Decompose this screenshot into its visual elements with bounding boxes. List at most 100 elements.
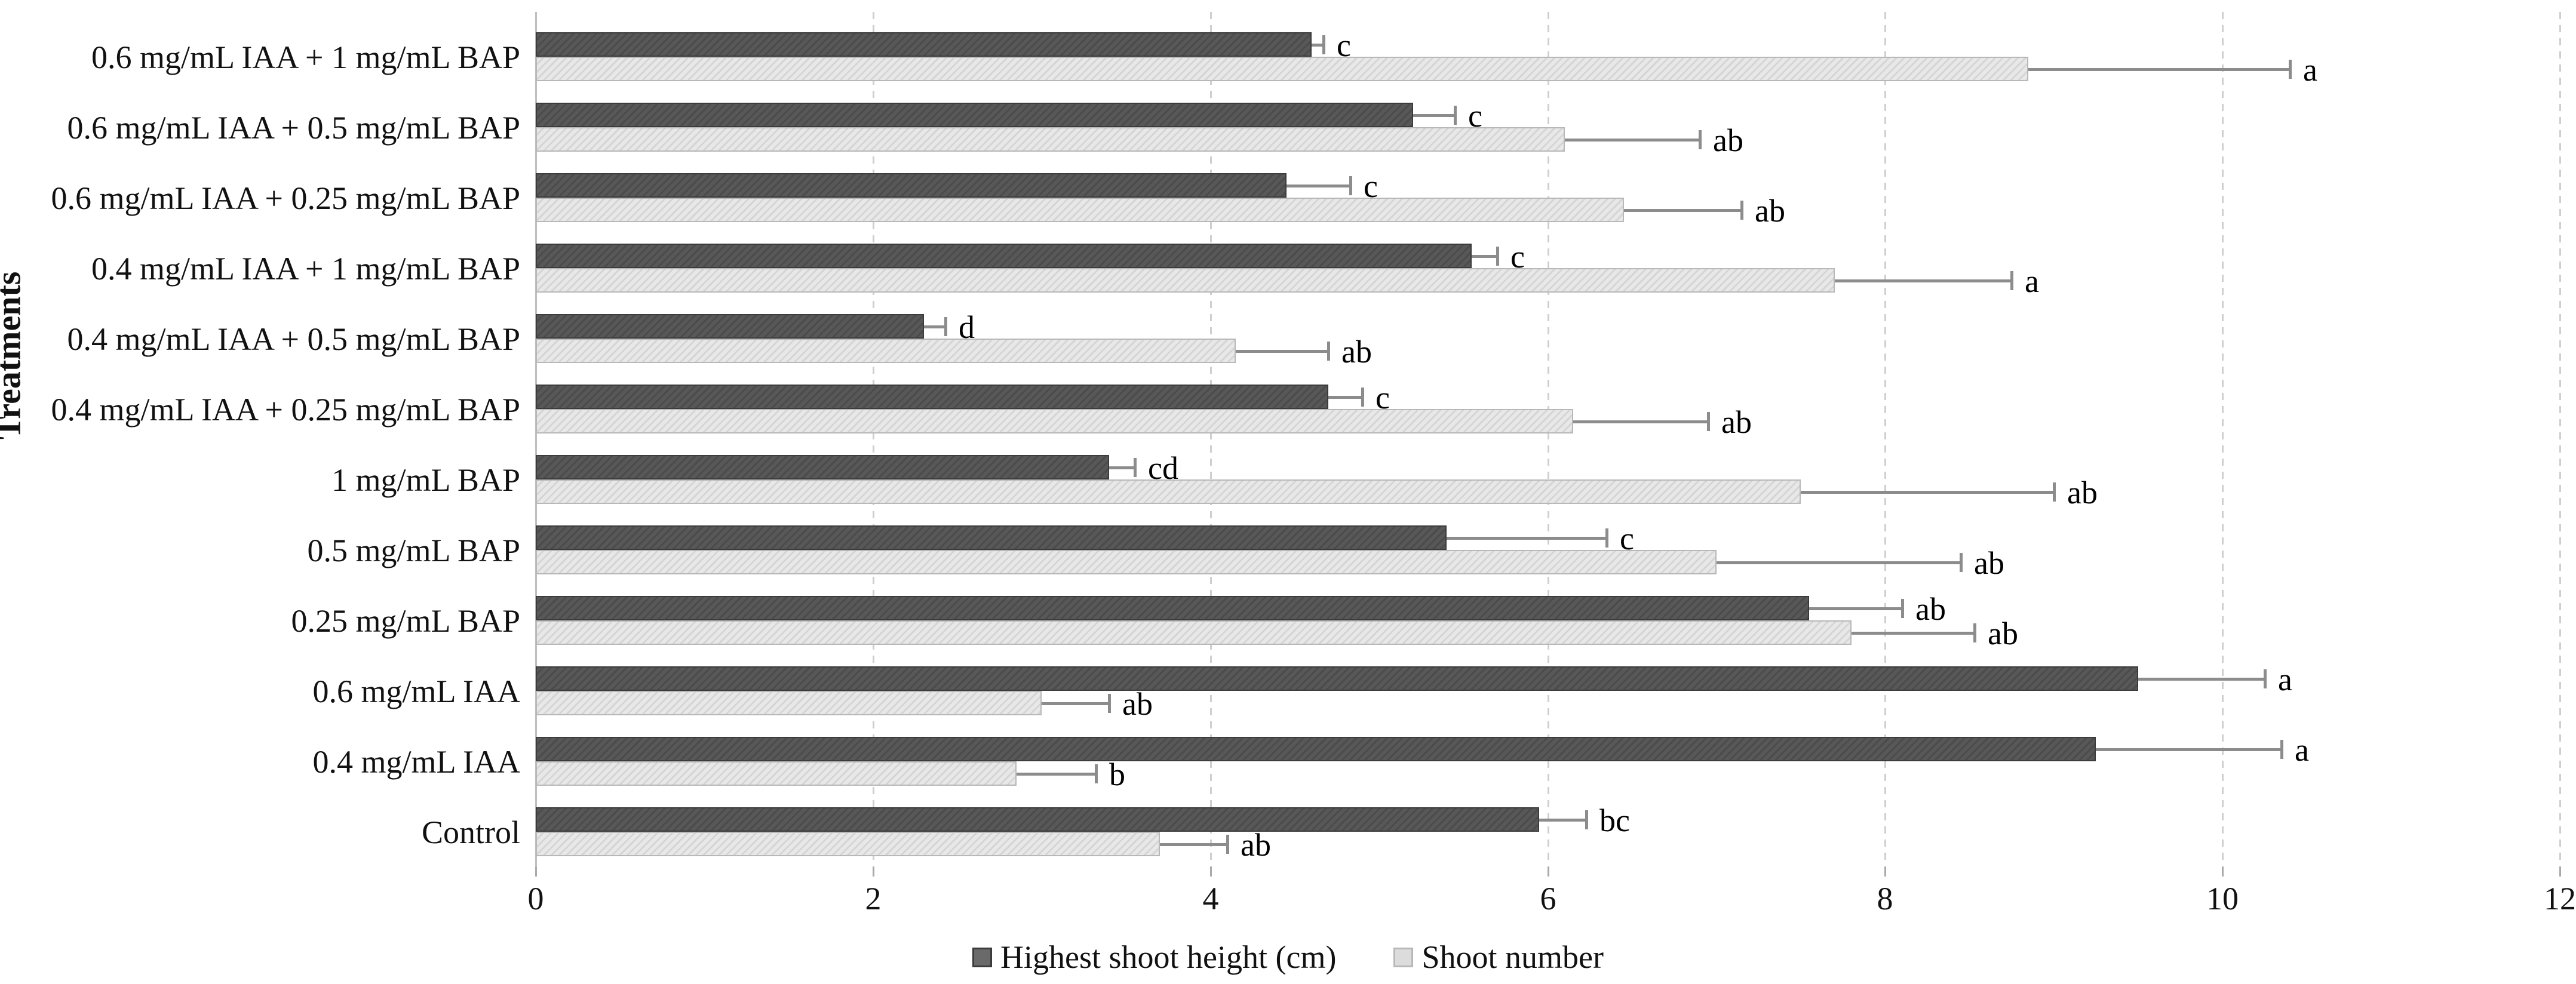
error-bar: [1624, 209, 1742, 212]
error-bar-cap: [2053, 482, 2056, 502]
y-axis-title: Treatments: [0, 271, 28, 439]
bar-shoot-number: [536, 57, 2028, 81]
bar-shoot-number: [536, 620, 1852, 645]
bar-shoot-height: [536, 737, 2096, 761]
error-bar-cap: [1585, 810, 1588, 829]
legend-item-shoot-height: Highest shoot height (cm): [972, 939, 1336, 976]
x-tick-label: 8: [1877, 881, 1893, 917]
sig-letter: a: [2303, 52, 2317, 88]
grid-line: [1548, 12, 1549, 867]
error-bar-cap: [1699, 130, 1702, 149]
x-axis: 0 2 4 6 8 10 12: [0, 867, 2576, 921]
category-label: 0.6 mg/mL IAA + 1 mg/mL BAP: [91, 39, 520, 75]
category-label: 0.4 mg/mL IAA + 0.25 mg/mL BAP: [51, 392, 520, 428]
error-bar: [1042, 702, 1109, 705]
error-bar: [1472, 255, 1497, 258]
x-axis-tick: [1210, 867, 1212, 877]
category-label: 0.5 mg/mL BAP: [307, 533, 520, 568]
error-bar: [1236, 350, 1328, 353]
error-bar-cap: [2280, 740, 2283, 759]
bar-shoot-height: [536, 32, 1312, 57]
error-bar-cap: [1322, 35, 1325, 54]
error-bar-cap: [1960, 553, 1963, 572]
category-label: 0.4 mg/mL IAA: [312, 744, 520, 780]
error-bar: [1852, 632, 1975, 635]
bar-shoot-number: [536, 761, 1017, 786]
bar-shoot-number: [536, 268, 1835, 293]
sig-letter: c: [1364, 168, 1378, 204]
error-bar: [1447, 537, 1607, 540]
bar-shoot-number: [536, 409, 1573, 433]
error-bar: [1312, 44, 1324, 47]
x-tick-label: 2: [865, 881, 882, 917]
error-bar-cap: [2010, 271, 2013, 290]
category-label: 0.6 mg/mL IAA + 0.25 mg/mL BAP: [51, 180, 520, 216]
error-bar: [1801, 491, 2054, 494]
error-bar-cap: [1605, 528, 1608, 548]
error-bar: [1717, 561, 1961, 564]
bar-shoot-number: [536, 691, 1042, 715]
error-bar-cap: [1973, 623, 1976, 642]
sig-letter: ab: [2067, 475, 2098, 511]
x-tick-label: 6: [1540, 881, 1556, 917]
plot-area: c a c ab c ab c a d ab c ab cd ab c ab ab ab a ab a b bc ab: [535, 12, 2561, 867]
error-bar-cap: [1361, 388, 1364, 407]
x-axis-tick: [2559, 867, 2561, 877]
x-axis-tick: [1548, 867, 1549, 877]
sig-letter: a: [2025, 263, 2039, 299]
bar-shoot-height: [536, 455, 1109, 479]
x-tick-label: 12: [2544, 881, 2576, 917]
bar-shoot-height: [536, 314, 924, 339]
sig-letter: ab: [1915, 591, 1946, 627]
error-bar-cap: [1707, 412, 1710, 431]
bar-shoot-height: [536, 596, 1809, 620]
error-bar-cap: [1226, 835, 1229, 854]
sig-letter: ab: [1122, 686, 1153, 722]
bar-shoot-height: [536, 244, 1472, 268]
x-axis-tick: [2222, 867, 2224, 877]
error-bar-cap: [1134, 458, 1137, 477]
error-bar: [1809, 607, 1902, 610]
error-bar: [1835, 279, 2012, 282]
error-bar: [1565, 139, 1700, 142]
x-tick-label: 10: [2206, 881, 2239, 917]
error-bar: [2096, 748, 2282, 751]
sig-letter: ab: [1341, 334, 1372, 370]
error-bar-cap: [1901, 599, 1904, 618]
x-tick-label: 0: [527, 881, 544, 917]
sig-letter: bc: [1599, 802, 1630, 838]
bar-shoot-number: [536, 198, 1624, 222]
error-bar-cap: [2289, 60, 2292, 79]
bar-shoot-number: [536, 339, 1236, 363]
bar-shoot-height: [536, 385, 1328, 409]
category-label: 0.25 mg/mL BAP: [291, 603, 520, 639]
bar-shoot-height: [536, 173, 1287, 198]
sig-letter: b: [1109, 757, 1125, 792]
error-bar: [1539, 819, 1586, 822]
sig-letter: ab: [1988, 616, 2018, 651]
error-bar-cap: [1496, 247, 1499, 266]
grid-line: [2222, 12, 2224, 867]
sig-letter: ab: [1241, 827, 1271, 863]
x-axis-tick: [535, 867, 537, 877]
error-bar-cap: [1108, 694, 1111, 713]
error-bar-cap: [1327, 342, 1330, 361]
error-bar: [1109, 466, 1135, 469]
bar-shoot-height: [536, 666, 2138, 691]
bar-shoot-height: [536, 807, 1539, 832]
category-label: 0.4 mg/mL IAA + 0.5 mg/mL BAP: [67, 321, 520, 357]
sig-letter: c: [1337, 27, 1351, 63]
error-bar: [1017, 773, 1096, 776]
sig-letter: c: [1375, 380, 1390, 416]
sig-letter: ab: [1974, 545, 2004, 581]
error-bar: [1287, 184, 1350, 187]
legend-label-shoot-height: Highest shoot height (cm): [1000, 939, 1337, 975]
sig-letter: a: [2278, 662, 2292, 697]
sig-letter: ab: [1713, 122, 1743, 158]
error-bar-cap: [944, 317, 947, 336]
bar-shoot-height: [536, 525, 1447, 550]
error-bar: [2138, 678, 2265, 681]
bar-shoot-number: [536, 127, 1565, 152]
error-bar-cap: [1454, 106, 1457, 125]
x-axis-tick: [1884, 867, 1886, 877]
